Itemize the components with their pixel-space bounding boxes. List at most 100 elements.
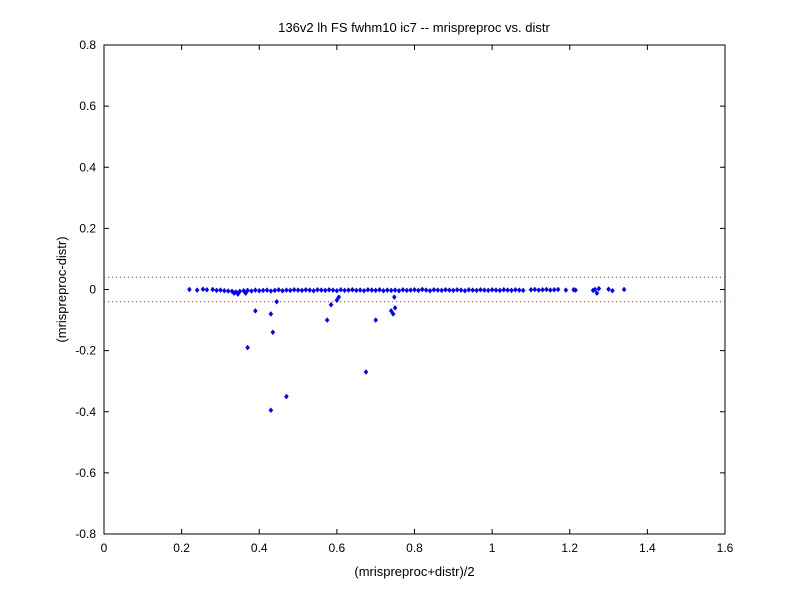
y-tick-label: -0.6 <box>75 466 96 480</box>
data-point <box>334 297 340 304</box>
data-point <box>501 286 507 293</box>
data-point <box>342 287 347 294</box>
data-point <box>439 287 444 294</box>
data-point <box>408 287 413 294</box>
y-tick-label: 0.4 <box>79 160 96 174</box>
data-point <box>443 286 448 293</box>
data-point <box>373 287 379 294</box>
y-tick-label: 0 <box>89 283 96 297</box>
data-point <box>373 317 379 323</box>
data-point <box>303 286 309 293</box>
y-tick-label: -0.4 <box>75 405 96 419</box>
data-point <box>454 286 460 293</box>
data-point <box>194 287 200 294</box>
data-point <box>544 286 549 293</box>
data-point <box>272 287 278 294</box>
data-point <box>381 287 386 294</box>
data-point <box>419 286 425 293</box>
data-point <box>280 287 285 294</box>
data-point <box>388 307 394 314</box>
data-point <box>350 286 355 293</box>
data-point <box>532 286 538 293</box>
x-tick-label: 0.6 <box>329 541 346 555</box>
data-point <box>245 287 250 294</box>
data-point <box>447 287 452 294</box>
data-point <box>458 287 464 294</box>
data-point <box>245 344 250 351</box>
data-point <box>505 287 510 294</box>
data-point <box>353 287 359 294</box>
data-points <box>187 285 627 414</box>
data-point <box>388 287 394 294</box>
data-point <box>431 286 437 293</box>
data-point <box>596 285 602 292</box>
data-point <box>466 286 472 293</box>
data-point <box>536 287 542 294</box>
data-point <box>365 286 371 293</box>
data-point <box>390 311 396 317</box>
data-point <box>489 286 495 293</box>
data-point <box>540 286 545 293</box>
data-point <box>200 286 206 293</box>
data-point <box>516 287 522 294</box>
data-point <box>396 287 402 294</box>
data-point <box>555 286 561 293</box>
data-point <box>315 286 320 293</box>
x-tick-label: 0.4 <box>251 541 268 555</box>
data-point <box>497 287 503 294</box>
data-point <box>462 287 468 294</box>
data-point <box>256 287 262 294</box>
data-point <box>513 286 518 293</box>
x-tick-label: 0.2 <box>173 541 190 555</box>
data-point <box>357 287 363 294</box>
data-point <box>392 287 398 294</box>
y-tick-label: 0.6 <box>79 99 96 113</box>
data-point <box>450 287 456 294</box>
data-point <box>237 288 243 295</box>
data-point <box>204 286 210 293</box>
y-tick-label: 0.8 <box>79 38 96 52</box>
data-point <box>427 287 433 294</box>
data-point <box>319 287 324 294</box>
data-point <box>563 287 569 294</box>
data-point <box>284 287 289 294</box>
data-point <box>385 287 390 294</box>
y-tick-label: 0.2 <box>79 221 96 235</box>
data-point <box>336 294 342 301</box>
data-point <box>346 287 351 294</box>
data-point <box>485 287 491 294</box>
data-point <box>551 286 557 293</box>
data-point <box>268 311 274 317</box>
data-point <box>610 287 615 294</box>
data-point <box>187 286 192 293</box>
data-point <box>423 287 429 294</box>
x-tick-label: 1 <box>489 541 496 555</box>
data-point <box>478 286 483 293</box>
data-point <box>284 393 289 400</box>
data-point <box>528 286 534 293</box>
data-point <box>268 288 274 294</box>
data-point <box>225 288 231 294</box>
data-point <box>520 287 526 294</box>
data-point <box>307 287 313 294</box>
data-point <box>270 329 276 336</box>
data-point <box>253 287 258 294</box>
data-point <box>214 287 219 294</box>
data-point <box>328 301 334 308</box>
x-tick-label: 1.4 <box>639 541 656 555</box>
y-tick-label: -0.8 <box>75 527 96 541</box>
data-point <box>221 287 227 294</box>
data-point <box>299 287 305 294</box>
x-axis-title: (mrispreproc+distr)/2 <box>354 564 474 579</box>
data-point <box>377 286 382 293</box>
data-point <box>287 287 293 294</box>
data-point <box>482 287 487 294</box>
data-point <box>592 286 598 293</box>
data-point <box>548 287 553 294</box>
data-point <box>268 407 274 414</box>
y-axis-title: (mrispreproc-distr) <box>54 236 69 342</box>
data-point <box>210 286 215 293</box>
y-tick-label: -0.2 <box>75 344 96 358</box>
data-point <box>276 286 281 293</box>
